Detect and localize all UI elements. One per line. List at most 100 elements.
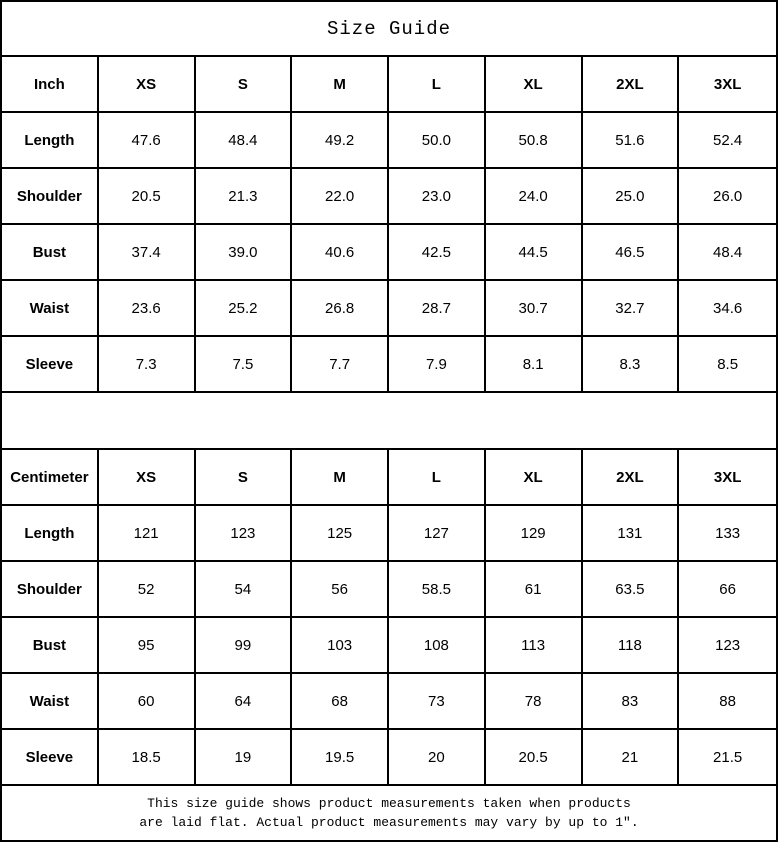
value-cell: 23.0	[389, 169, 486, 225]
value-cell: 51.6	[582, 113, 680, 169]
row-label-cell: Bust	[2, 225, 99, 281]
row-label-cell: Length	[2, 113, 99, 169]
value-cell: 58.5	[389, 562, 486, 618]
footer-note-line2: are laid flat. Actual product measuremen…	[139, 815, 639, 830]
value-cell: 68	[292, 674, 389, 730]
value-cell: 64	[195, 674, 293, 730]
row-label-cell: Shoulder	[2, 169, 99, 225]
size-header-cell: XL	[485, 450, 583, 506]
value-cell: 23.6	[98, 281, 196, 337]
footer-note: This size guide shows product measuremen…	[2, 786, 776, 840]
value-cell: 46.5	[582, 225, 680, 281]
value-cell: 24.0	[485, 169, 583, 225]
value-cell: 7.7	[292, 337, 389, 393]
value-cell: 22.0	[292, 169, 389, 225]
table-spacer	[2, 393, 776, 450]
value-cell: 54	[195, 562, 293, 618]
value-cell: 26.8	[292, 281, 389, 337]
size-header-cell: 2XL	[582, 450, 680, 506]
value-cell: 60	[98, 674, 196, 730]
value-cell: 49.2	[292, 113, 389, 169]
value-cell: 40.6	[292, 225, 389, 281]
value-cell: 123	[195, 506, 293, 562]
value-cell: 21	[582, 730, 680, 786]
size-header-cell: M	[292, 57, 389, 113]
value-cell: 8.5	[679, 337, 776, 393]
value-cell: 30.7	[485, 281, 583, 337]
value-cell: 37.4	[98, 225, 196, 281]
value-cell: 28.7	[389, 281, 486, 337]
value-cell: 121	[98, 506, 196, 562]
footer-note-line1: This size guide shows product measuremen…	[147, 796, 631, 811]
value-cell: 118	[582, 618, 680, 674]
value-cell: 8.1	[485, 337, 583, 393]
value-cell: 66	[679, 562, 776, 618]
value-cell: 63.5	[582, 562, 680, 618]
value-cell: 7.3	[98, 337, 196, 393]
value-cell: 20	[389, 730, 486, 786]
value-cell: 125	[292, 506, 389, 562]
value-cell: 83	[582, 674, 680, 730]
value-cell: 34.6	[679, 281, 776, 337]
value-cell: 73	[389, 674, 486, 730]
value-cell: 129	[485, 506, 583, 562]
row-label-cell: Length	[2, 506, 99, 562]
row-label-cell: Bust	[2, 618, 99, 674]
unit-header-cell: Inch	[2, 57, 99, 113]
size-header-cell: L	[389, 57, 486, 113]
size-header-cell: XS	[98, 57, 196, 113]
value-cell: 25.2	[195, 281, 293, 337]
value-cell: 19	[195, 730, 293, 786]
row-label-cell: Shoulder	[2, 562, 99, 618]
value-cell: 88	[679, 674, 776, 730]
value-cell: 44.5	[485, 225, 583, 281]
value-cell: 113	[485, 618, 583, 674]
value-cell: 52.4	[679, 113, 776, 169]
value-cell: 99	[195, 618, 293, 674]
value-cell: 103	[292, 618, 389, 674]
value-cell: 48.4	[195, 113, 293, 169]
value-cell: 61	[485, 562, 583, 618]
value-cell: 47.6	[98, 113, 196, 169]
value-cell: 8.3	[582, 337, 680, 393]
value-cell: 21.3	[195, 169, 293, 225]
row-label-cell: Waist	[2, 674, 99, 730]
value-cell: 20.5	[485, 730, 583, 786]
value-cell: 127	[389, 506, 486, 562]
size-header-cell: 3XL	[679, 57, 776, 113]
value-cell: 78	[485, 674, 583, 730]
value-cell: 20.5	[98, 169, 196, 225]
row-label-cell: Sleeve	[2, 730, 99, 786]
size-header-cell: 2XL	[582, 57, 680, 113]
value-cell: 52	[98, 562, 196, 618]
unit-header-cell: Centimeter	[2, 450, 99, 506]
row-label-cell: Sleeve	[2, 337, 99, 393]
size-header-cell: S	[195, 450, 293, 506]
value-cell: 108	[389, 618, 486, 674]
size-header-cell: S	[195, 57, 293, 113]
value-cell: 95	[98, 618, 196, 674]
value-cell: 56	[292, 562, 389, 618]
value-cell: 48.4	[679, 225, 776, 281]
value-cell: 25.0	[582, 169, 680, 225]
value-cell: 26.0	[679, 169, 776, 225]
value-cell: 131	[582, 506, 680, 562]
value-cell: 21.5	[679, 730, 776, 786]
value-cell: 39.0	[195, 225, 293, 281]
value-cell: 42.5	[389, 225, 486, 281]
size-header-cell: XS	[98, 450, 196, 506]
value-cell: 7.5	[195, 337, 293, 393]
value-cell: 7.9	[389, 337, 486, 393]
size-header-cell: M	[292, 450, 389, 506]
page-title: Size Guide	[2, 2, 776, 57]
value-cell: 19.5	[292, 730, 389, 786]
value-cell: 50.8	[485, 113, 583, 169]
size-header-cell: 3XL	[679, 450, 776, 506]
value-cell: 18.5	[98, 730, 196, 786]
row-label-cell: Waist	[2, 281, 99, 337]
size-header-cell: XL	[485, 57, 583, 113]
value-cell: 123	[679, 618, 776, 674]
size-header-cell: L	[389, 450, 486, 506]
value-cell: 32.7	[582, 281, 680, 337]
